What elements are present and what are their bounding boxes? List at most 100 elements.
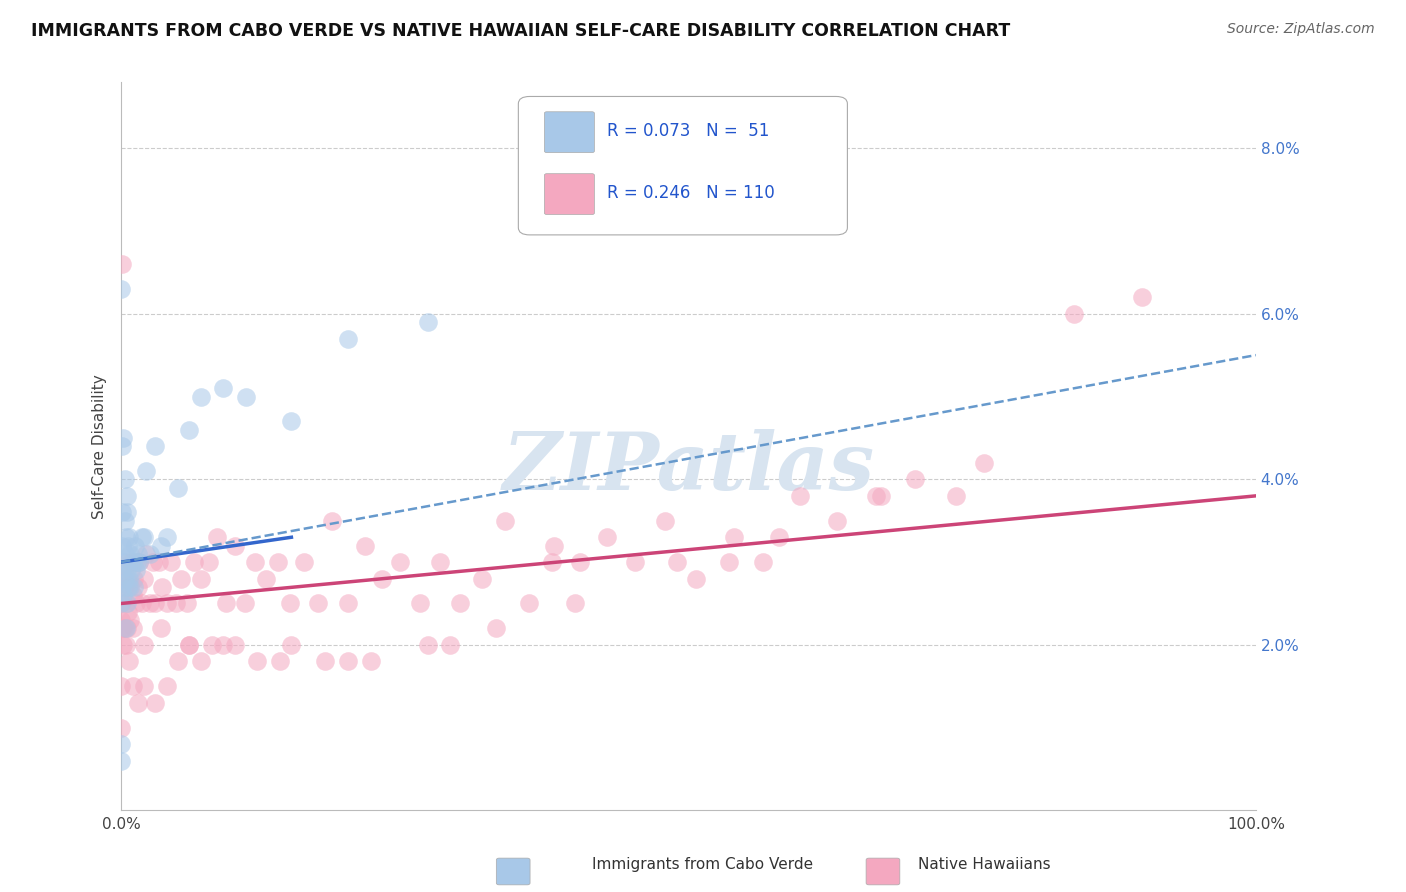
Text: Native Hawaiians: Native Hawaiians <box>918 857 1050 872</box>
Point <box>111 597 134 611</box>
Point <box>110 563 132 577</box>
Point <box>115 621 138 635</box>
Point <box>115 563 138 577</box>
Point <box>439 638 461 652</box>
Point <box>110 737 132 751</box>
Point <box>360 655 382 669</box>
Point <box>121 679 143 693</box>
Point <box>114 530 136 544</box>
Point <box>149 621 172 635</box>
Point <box>243 555 266 569</box>
Point <box>768 530 790 544</box>
Point <box>278 597 301 611</box>
Point <box>337 332 360 346</box>
Point <box>111 257 134 271</box>
Point <box>256 572 278 586</box>
Point <box>120 555 142 569</box>
Point <box>354 539 377 553</box>
Point <box>170 572 193 586</box>
Point <box>132 572 155 586</box>
Text: IMMIGRANTS FROM CABO VERDE VS NATIVE HAWAIIAN SELF-CARE DISABILITY CORRELATION C: IMMIGRANTS FROM CABO VERDE VS NATIVE HAW… <box>31 22 1010 40</box>
Point <box>167 655 190 669</box>
Point <box>112 555 135 569</box>
Point <box>945 489 967 503</box>
Point <box>143 597 166 611</box>
Point <box>127 580 149 594</box>
Point <box>224 539 246 553</box>
Point <box>371 572 394 586</box>
Point <box>904 472 927 486</box>
FancyBboxPatch shape <box>544 112 595 153</box>
Point <box>125 563 148 577</box>
Point <box>112 431 135 445</box>
Point <box>111 539 134 553</box>
Point <box>179 423 201 437</box>
Point <box>205 530 228 544</box>
Point <box>132 530 155 544</box>
Point <box>128 555 150 569</box>
Point <box>111 505 134 519</box>
Point <box>167 481 190 495</box>
Point <box>865 489 887 503</box>
Point <box>118 655 141 669</box>
Point <box>110 754 132 768</box>
Point <box>114 621 136 635</box>
Point <box>118 580 141 594</box>
Point <box>114 547 136 561</box>
Point <box>389 555 412 569</box>
Point <box>176 597 198 611</box>
Point <box>121 555 143 569</box>
Point <box>117 539 139 553</box>
Point <box>120 547 142 561</box>
Point <box>155 597 177 611</box>
Point <box>114 597 136 611</box>
Point <box>111 580 134 594</box>
Point <box>143 696 166 710</box>
Point <box>124 555 146 569</box>
Point <box>131 597 153 611</box>
Point <box>1063 307 1085 321</box>
Point <box>190 572 212 586</box>
Point <box>114 621 136 635</box>
Point <box>654 514 676 528</box>
Point <box>120 580 142 594</box>
Point <box>416 638 439 652</box>
Point <box>517 597 540 611</box>
Point <box>114 580 136 594</box>
Point <box>117 605 139 619</box>
Point <box>337 655 360 669</box>
Point <box>115 572 138 586</box>
Point <box>132 679 155 693</box>
Point <box>118 530 141 544</box>
Point <box>115 597 138 611</box>
Point <box>121 621 143 635</box>
Text: Immigrants from Cabo Verde: Immigrants from Cabo Verde <box>592 857 814 872</box>
Point <box>685 572 707 586</box>
Point <box>110 679 132 693</box>
FancyBboxPatch shape <box>519 96 848 235</box>
Point <box>128 555 150 569</box>
Point <box>485 621 508 635</box>
Point <box>269 655 291 669</box>
Point <box>115 505 138 519</box>
Point <box>183 555 205 569</box>
Point <box>789 489 811 503</box>
Point <box>624 555 647 569</box>
Point <box>235 390 257 404</box>
Point <box>408 597 430 611</box>
Point <box>135 547 157 561</box>
Point <box>197 555 219 569</box>
Point <box>233 597 256 611</box>
Point <box>246 655 269 669</box>
Point <box>111 439 134 453</box>
Point <box>596 530 619 544</box>
Point <box>120 563 142 577</box>
Point <box>155 530 177 544</box>
Point <box>112 638 135 652</box>
Point <box>212 381 235 395</box>
Point <box>201 638 224 652</box>
Point <box>115 555 138 569</box>
Point <box>155 679 177 693</box>
Text: ZIPatlas: ZIPatlas <box>502 429 875 507</box>
Point <box>115 489 138 503</box>
